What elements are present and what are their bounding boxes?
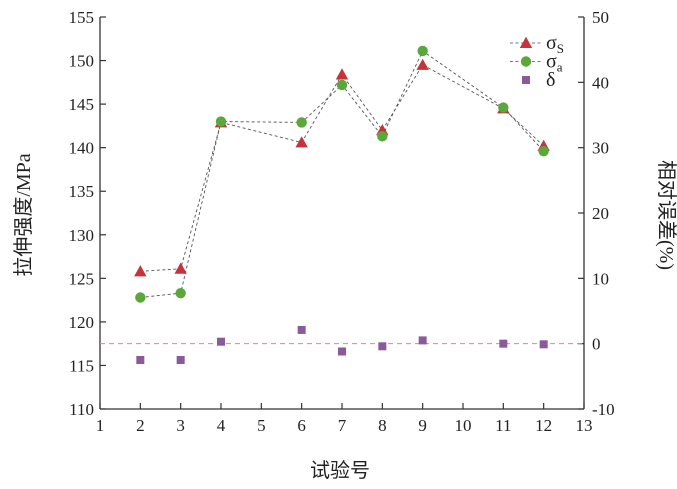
data-point <box>295 136 308 148</box>
legend-marker <box>519 36 533 48</box>
data-point <box>539 340 548 349</box>
x-tick-label: 4 <box>217 416 226 435</box>
series-group <box>134 45 550 364</box>
x-tick-label: 10 <box>455 416 472 435</box>
y-left-tick-label: 155 <box>69 8 95 27</box>
x-tick-label: 1 <box>96 416 105 435</box>
data-point <box>338 347 346 356</box>
data-point <box>377 131 388 142</box>
legend-marker <box>520 56 532 67</box>
x-tick-label: 13 <box>576 416 593 435</box>
x-tick-label: 5 <box>257 416 266 435</box>
data-point <box>297 325 306 334</box>
data-point <box>135 292 146 303</box>
y-left-tick-label: 130 <box>69 226 95 245</box>
series-line <box>140 64 544 272</box>
y-right-tick-label: 0 <box>592 335 601 354</box>
data-point <box>215 116 227 127</box>
series-3 <box>136 325 548 364</box>
data-point <box>417 45 428 57</box>
legend-subscript: S <box>557 41 564 56</box>
y-right-tick-label: 20 <box>592 204 609 223</box>
data-point <box>416 58 429 70</box>
data-point <box>176 356 185 364</box>
y-left-tick-label: 150 <box>69 52 95 71</box>
x-tick-label: 11 <box>495 416 511 435</box>
x-tick-label: 2 <box>136 416 145 435</box>
data-point <box>296 117 307 128</box>
legend-entry: δ <box>522 69 555 91</box>
x-tick-label: 12 <box>535 416 552 435</box>
legend-marker <box>522 76 530 84</box>
data-point <box>335 68 349 80</box>
data-point <box>418 336 427 345</box>
y-left-tick-label: 110 <box>69 400 94 419</box>
y-left-tick-label: 140 <box>69 139 95 158</box>
data-point <box>217 337 225 346</box>
data-point <box>134 265 147 277</box>
y-right-tick-label: 40 <box>592 73 609 92</box>
data-point <box>538 145 549 157</box>
data-point <box>499 339 508 348</box>
x-tick-label: 8 <box>378 416 387 435</box>
x-tick-label: 6 <box>297 416 306 435</box>
series-2 <box>135 45 549 303</box>
y-left-axis-title: 拉伸强度/MPa <box>12 153 35 276</box>
y-right-tick-label: 10 <box>592 269 609 288</box>
data-point <box>498 102 509 113</box>
y-right-tick-label: 50 <box>592 8 609 27</box>
y-right-axis-title: 相对误差(%) <box>655 160 677 270</box>
legend-subscript: a <box>557 60 563 75</box>
y-left-tick-label: 120 <box>69 313 95 332</box>
y-left-tick-label: 115 <box>69 356 94 375</box>
y-right-tick-label: -10 <box>592 400 615 419</box>
x-tick-label: 7 <box>338 416 347 435</box>
y-left-tick-label: 125 <box>69 269 95 288</box>
legend-label: δ <box>546 69 555 91</box>
series-1 <box>134 58 550 277</box>
data-point <box>174 262 187 274</box>
data-point <box>336 79 348 91</box>
data-point <box>136 356 145 364</box>
x-tick-label: 3 <box>176 416 185 435</box>
data-point <box>175 287 186 299</box>
y-left-tick-label: 135 <box>69 182 95 201</box>
x-tick-label: 9 <box>418 416 427 435</box>
data-point <box>378 342 387 351</box>
axes-group: 1 2 3 4 5 6 7 8 9 10 11 12 1311011512012513013514014… <box>69 8 615 435</box>
x-axis-title: 试验号 <box>310 459 370 482</box>
y-right-tick-label: 30 <box>592 139 609 158</box>
y-left-tick-label: 145 <box>69 95 95 114</box>
